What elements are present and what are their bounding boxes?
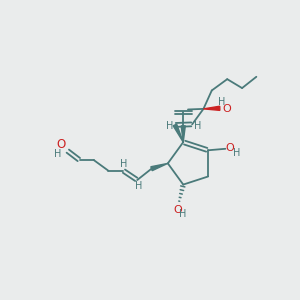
Polygon shape <box>203 106 220 110</box>
Text: H: H <box>194 121 201 131</box>
Text: O: O <box>174 205 183 214</box>
Text: H: H <box>55 148 62 159</box>
Polygon shape <box>181 126 185 142</box>
Text: H: H <box>218 97 225 107</box>
Text: O: O <box>222 104 231 114</box>
Text: H: H <box>120 159 127 169</box>
Text: H: H <box>233 148 240 158</box>
Polygon shape <box>151 164 168 171</box>
Text: H: H <box>135 181 142 191</box>
Text: H: H <box>166 122 173 131</box>
Text: O: O <box>225 143 234 153</box>
Polygon shape <box>173 124 183 142</box>
Text: O: O <box>56 138 66 151</box>
Text: H: H <box>179 209 186 219</box>
